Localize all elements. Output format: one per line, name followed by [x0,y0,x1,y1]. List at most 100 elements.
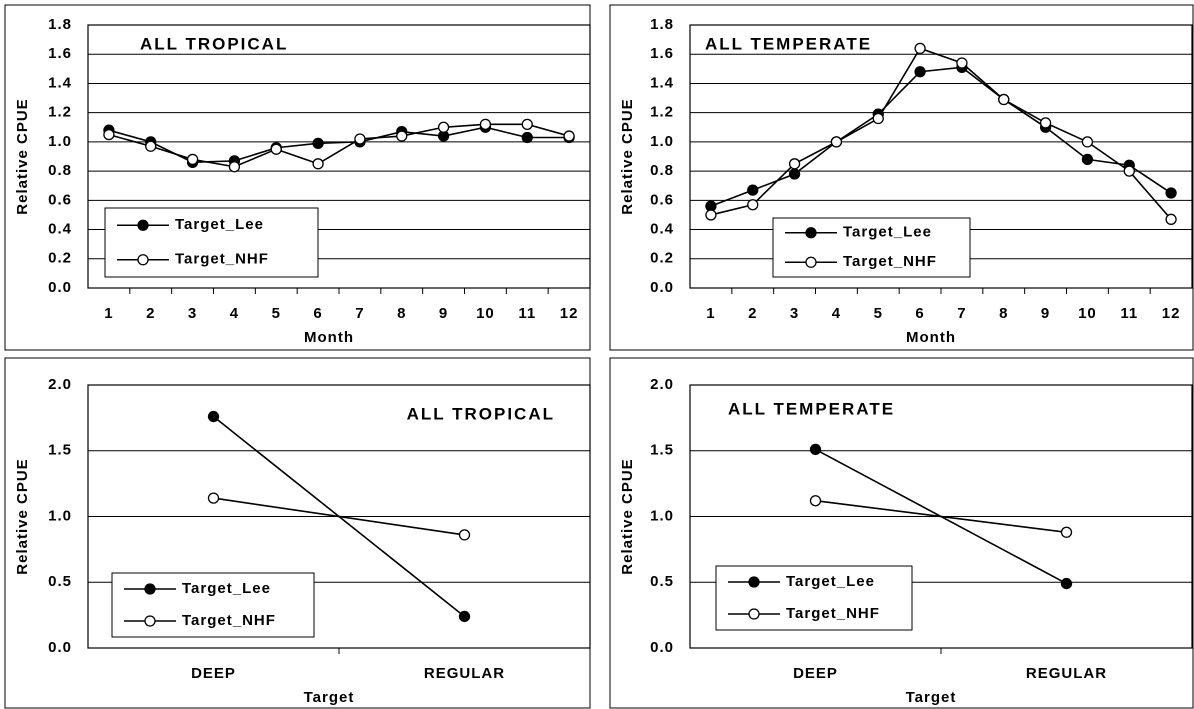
y-tick-label: 0.0 [650,279,674,296]
marker [521,131,533,144]
marker [228,161,241,173]
y-tick-label: 0.4 [650,221,674,238]
y-tick-label: 0.0 [48,279,72,296]
x-tick-label: 12 [1162,305,1181,322]
y-tick-label: 1.4 [48,74,72,91]
y-axis-label: Relative CPUE [14,98,31,214]
marker [207,410,220,423]
marker [563,130,575,142]
x-tick-label: 5 [272,305,281,322]
series-line [108,126,570,164]
legend-box [111,572,315,638]
x-axis-label: Month [906,329,956,346]
marker [270,143,282,155]
legend-marker [144,583,156,595]
y-tick-label: 0.6 [650,191,674,208]
x-tick-label: 5 [874,305,883,322]
legend-label: Target_Lee [786,573,875,590]
marker [998,93,1010,106]
marker [312,137,324,150]
legend-box [772,217,971,278]
x-tick-label: 1 [706,305,715,322]
x-tick-label: 2 [146,305,155,322]
marker [1123,165,1135,177]
marker [914,42,926,55]
legend-marker [137,254,149,266]
y-tick-label: 1.2 [48,104,72,121]
y-tick-label: 2.0 [48,376,72,393]
marker [872,112,884,125]
x-tick-label: 3 [188,305,197,322]
y-tick-label: 1.0 [650,133,674,150]
series-line [815,499,1067,534]
marker [1165,213,1177,225]
y-tick-label: 0.2 [48,250,72,267]
chart-title: ALL TROPICAL [140,34,288,53]
y-tick-label: 2.0 [650,376,674,393]
y-tick-label: 1.5 [650,442,674,459]
x-tick-label: DEEP [793,665,838,682]
marker [809,443,822,456]
marker [458,529,471,541]
x-tick-label: 11 [1120,305,1138,322]
x-tick-label: 8 [999,305,1008,322]
x-axis-label: Target [906,689,957,706]
x-tick-label: 12 [560,305,579,322]
x-tick-label: 9 [1041,305,1050,322]
y-axis-label: Relative CPUE [619,98,636,214]
y-tick-label: 1.0 [48,133,72,150]
marker [788,158,801,170]
marker [1165,187,1177,199]
y-tick-label: 0.5 [48,573,72,590]
y-tick-label: 1.0 [650,507,674,524]
marker [1081,153,1094,166]
marker [1039,117,1052,129]
legend-label: Target_NHF [786,605,880,622]
legend-box [104,207,319,278]
x-tick-label: 11 [518,305,536,322]
y-tick-label: 1.8 [48,16,72,33]
x-tick-label: DEEP [191,665,236,682]
marker [396,130,408,142]
marker [1060,526,1073,538]
marker [145,140,157,152]
x-tick-label: 9 [439,305,448,322]
y-tick-label: 1.6 [650,45,674,62]
y-tick-label: 1.0 [48,507,72,524]
marker [1060,577,1073,590]
marker [788,168,801,180]
marker [914,66,926,78]
marker [458,610,471,623]
marker [312,158,324,170]
y-tick-label: 1.6 [48,45,72,62]
legend-label: Target_Lee [843,224,932,241]
x-tick-label: 6 [915,305,924,322]
marker [207,492,220,504]
panel-border [4,357,591,709]
marker [103,128,115,141]
chart-title: ALL TEMPERATE [728,399,895,418]
y-axis-label: Relative CPUE [619,458,636,574]
panel-border [609,4,1194,351]
legend-marker [137,219,149,231]
x-tick-label: 10 [476,305,495,322]
x-tick-label: 10 [1078,305,1097,322]
panel-border [609,357,1194,709]
x-tick-label: 1 [104,305,113,322]
legend-label: Target_NHF [182,612,276,629]
marker [747,184,759,196]
series-line [710,47,1172,220]
x-tick-label: 7 [957,305,966,322]
y-tick-label: 0.5 [650,573,674,590]
y-tick-label: 0.8 [48,162,72,179]
legend-marker [805,227,817,239]
x-tick-label: 2 [748,305,757,322]
legend-label: Target_Lee [175,216,264,233]
marker [186,153,199,166]
y-tick-label: 0.0 [650,639,674,656]
marker [747,199,759,211]
marker [830,136,843,148]
x-tick-label: 7 [355,305,364,322]
legend-marker [144,615,156,627]
